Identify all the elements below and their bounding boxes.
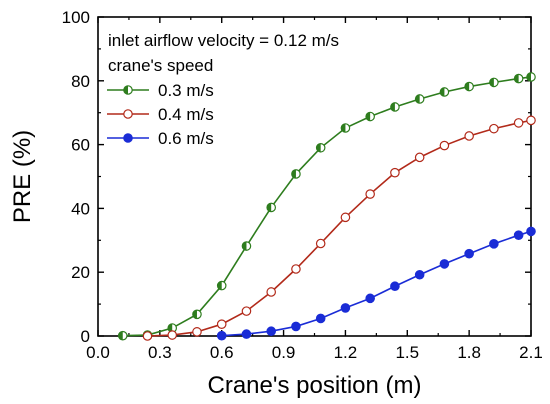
data-point bbox=[464, 248, 474, 259]
y-tick-label: 40 bbox=[71, 199, 90, 218]
x-axis-title: Crane's position (m) bbox=[208, 372, 422, 399]
data-point bbox=[439, 259, 450, 269]
series-0-4-m-s bbox=[142, 115, 536, 341]
y-axis-title: PRE (%) bbox=[9, 130, 36, 223]
data-point bbox=[464, 81, 474, 92]
data-point bbox=[216, 330, 227, 341]
data-point bbox=[167, 330, 178, 340]
data-point bbox=[315, 313, 326, 324]
data-point bbox=[390, 167, 400, 178]
x-tick-label: 0.0 bbox=[86, 343, 110, 362]
y-tick-label: 20 bbox=[71, 263, 90, 282]
series-layer bbox=[117, 72, 536, 341]
data-point bbox=[167, 323, 178, 333]
legend-swatch-marker bbox=[123, 85, 133, 95]
series-0-3-m-s bbox=[117, 72, 536, 341]
data-point bbox=[266, 326, 276, 337]
data-point bbox=[489, 239, 499, 249]
x-tick-label: 0.9 bbox=[272, 343, 296, 362]
data-point bbox=[241, 329, 252, 339]
data-point bbox=[117, 330, 128, 341]
data-point bbox=[414, 152, 425, 163]
data-point bbox=[291, 321, 301, 332]
data-point bbox=[513, 73, 524, 84]
data-point bbox=[513, 230, 524, 240]
x-tick-label: 1.8 bbox=[457, 343, 481, 362]
data-point bbox=[414, 94, 425, 104]
legend: inlet airflow velocity = 0.12 m/s crane'… bbox=[107, 31, 339, 148]
series-line bbox=[221, 230, 532, 337]
data-point bbox=[365, 189, 375, 199]
data-point bbox=[216, 280, 227, 291]
data-point bbox=[266, 202, 276, 213]
data-point bbox=[365, 111, 375, 122]
data-point bbox=[315, 238, 326, 249]
data-point bbox=[439, 87, 450, 97]
data-point bbox=[142, 331, 153, 341]
y-tick-label: 0 bbox=[81, 327, 90, 346]
legend-swatch-marker bbox=[123, 133, 133, 143]
data-point bbox=[513, 118, 524, 128]
data-point bbox=[464, 131, 474, 141]
data-point bbox=[526, 115, 536, 126]
data-point bbox=[216, 319, 227, 329]
y-tick-label: 100 bbox=[62, 8, 90, 27]
legend-entry: 0.3 m/s bbox=[107, 81, 214, 100]
data-point bbox=[439, 140, 450, 151]
legend-entry: 0.4 m/s bbox=[107, 105, 214, 124]
data-point bbox=[266, 287, 276, 297]
legend-label: 0.4 m/s bbox=[158, 105, 214, 124]
data-point bbox=[241, 306, 252, 316]
x-tick-label: 1.2 bbox=[334, 343, 358, 362]
data-point bbox=[315, 142, 326, 153]
data-point bbox=[192, 327, 202, 337]
data-point bbox=[192, 309, 202, 320]
legend-title-line-2: crane's speed bbox=[108, 56, 213, 75]
x-tick-label: 0.3 bbox=[148, 343, 172, 362]
data-point bbox=[340, 123, 351, 133]
data-point bbox=[365, 293, 375, 304]
legend-label: 0.6 m/s bbox=[158, 129, 214, 148]
y-tick-label: 60 bbox=[71, 136, 90, 155]
data-point bbox=[291, 169, 301, 179]
y-tick-label: 80 bbox=[71, 72, 90, 91]
legend-label: 0.3 m/s bbox=[158, 81, 214, 100]
legend-entry: 0.6 m/s bbox=[107, 129, 214, 148]
x-tick-label: 0.6 bbox=[210, 343, 234, 362]
legend-title-line-1: inlet airflow velocity = 0.12 m/s bbox=[108, 31, 339, 50]
data-point bbox=[414, 269, 425, 280]
data-point bbox=[340, 303, 351, 313]
data-point bbox=[489, 123, 499, 134]
x-tick-label: 2.1 bbox=[519, 343, 543, 362]
data-point bbox=[291, 264, 301, 274]
data-point bbox=[390, 102, 400, 112]
x-tick-label: 1.5 bbox=[395, 343, 419, 362]
data-point bbox=[340, 212, 351, 223]
axis-ticks: 0.0 0.3 0.6 0.9 1.2 1.5 1.8 2.1 0 20 40 60 80 100 bbox=[62, 8, 543, 362]
data-point bbox=[526, 72, 536, 82]
legend-swatch-marker bbox=[123, 109, 133, 119]
data-point bbox=[526, 226, 536, 237]
data-point bbox=[241, 241, 252, 251]
series-line bbox=[147, 119, 532, 337]
data-point bbox=[390, 281, 400, 292]
series-0-6-m-s bbox=[216, 226, 536, 341]
data-point bbox=[489, 77, 499, 88]
